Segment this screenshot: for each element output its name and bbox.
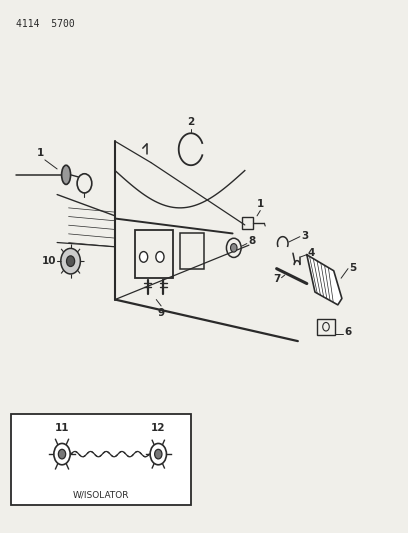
Text: 11: 11 xyxy=(55,423,69,433)
Bar xyxy=(242,217,253,229)
Circle shape xyxy=(67,256,75,266)
Text: 2: 2 xyxy=(187,117,195,127)
Text: 3: 3 xyxy=(301,231,308,240)
Circle shape xyxy=(58,449,66,459)
Text: 12: 12 xyxy=(151,423,166,433)
Text: 5: 5 xyxy=(349,263,357,272)
Circle shape xyxy=(155,449,162,459)
Bar xyxy=(135,230,173,278)
Text: 4114  5700: 4114 5700 xyxy=(16,19,75,29)
Polygon shape xyxy=(307,255,342,305)
Circle shape xyxy=(61,248,80,274)
Text: 1: 1 xyxy=(37,148,44,158)
Ellipse shape xyxy=(62,165,71,184)
Text: 6: 6 xyxy=(344,327,351,337)
Bar xyxy=(11,414,191,505)
Circle shape xyxy=(54,443,70,465)
Text: 7: 7 xyxy=(273,274,281,284)
Text: 9: 9 xyxy=(157,308,165,318)
Circle shape xyxy=(140,252,148,262)
Text: 8: 8 xyxy=(248,236,255,246)
Text: 10: 10 xyxy=(41,256,56,266)
Text: W/ISOLATOR: W/ISOLATOR xyxy=(73,491,129,500)
Circle shape xyxy=(156,252,164,262)
Text: 4: 4 xyxy=(308,248,315,258)
Circle shape xyxy=(150,443,166,465)
Bar xyxy=(317,319,335,335)
Bar xyxy=(180,233,204,269)
Text: 1: 1 xyxy=(257,199,264,209)
Circle shape xyxy=(231,244,237,252)
